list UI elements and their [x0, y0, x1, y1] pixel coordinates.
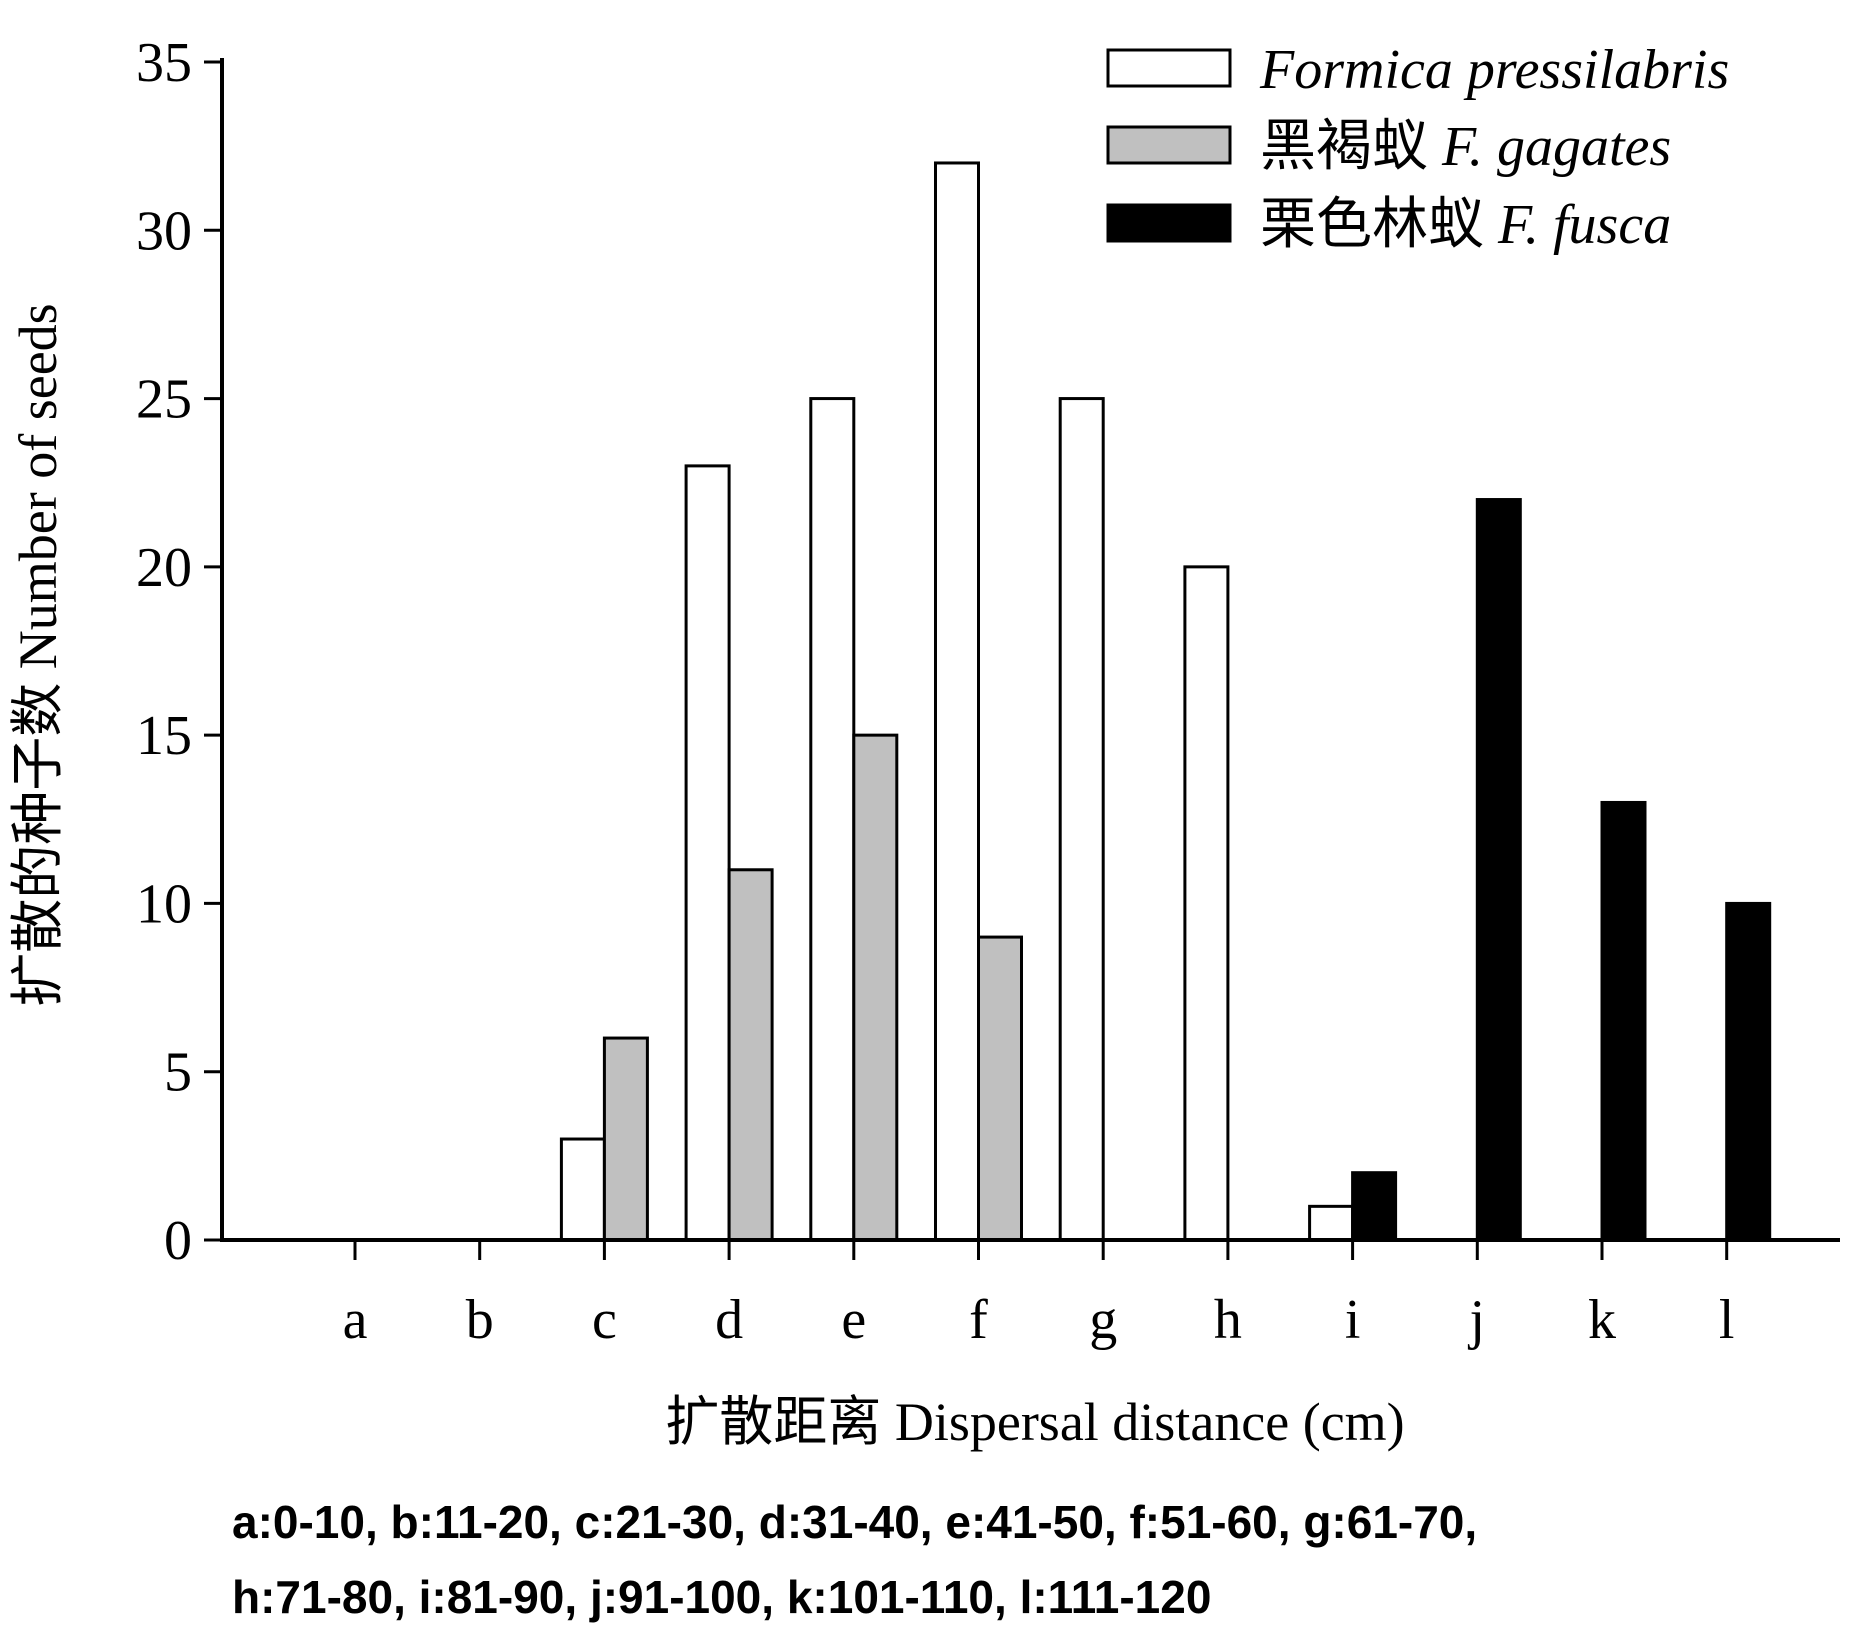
- bar-h-series-1: [1183, 565, 1230, 1242]
- x-tick-label-h: h: [1214, 1289, 1242, 1351]
- footnote-line-2: h:71-80, i:81-90, j:91-100, k:101-110, l…: [232, 1571, 1211, 1623]
- bar-f-series-1: [934, 161, 980, 1242]
- bar-d-series-1: [684, 464, 731, 1242]
- x-axis-title: 扩散距离 Dispersal distance (cm): [665, 1392, 1404, 1452]
- y-tick-label-15: 15: [136, 705, 192, 767]
- x-tick-label-g: g: [1089, 1289, 1117, 1351]
- y-tick-label-20: 20: [136, 537, 192, 599]
- bar-i-series-1: [1308, 1204, 1355, 1242]
- y-tick-label-35: 35: [136, 32, 192, 94]
- bar-c-series-1: [559, 1137, 606, 1242]
- bar-e-series-2: [852, 733, 899, 1242]
- bar-j-series-3: [1475, 498, 1522, 1242]
- x-tick-label-l: l: [1719, 1289, 1735, 1351]
- y-axis-title: 扩散的种子数 Number of seeds: [8, 303, 68, 1006]
- bar-d-series-2: [727, 868, 774, 1242]
- legend: Formica pressilabris 黑褐蚁 F. gagates 栗色林蚁 F…: [1106, 39, 1729, 256]
- x-ticks-layer: a b c d e f g h i j k l: [343, 1240, 1735, 1351]
- x-tick-label-c: c: [592, 1289, 617, 1351]
- x-tick-label-f: f: [969, 1289, 988, 1351]
- legend-label-1: Formica pressilabris: [1259, 39, 1729, 101]
- bar-c-series-2: [602, 1036, 649, 1242]
- y-ticks-layer: 0 5 10 15 20 25 30 35: [136, 32, 222, 1272]
- bar-f-series-2: [977, 935, 1023, 1242]
- bar-i-series-3: [1351, 1171, 1398, 1242]
- y-tick-label-30: 30: [136, 200, 192, 262]
- bar-k-series-3: [1600, 800, 1647, 1242]
- axes-layer: [220, 58, 1840, 1242]
- y-tick-label-5: 5: [164, 1042, 192, 1104]
- bar-l-series-3: [1725, 901, 1772, 1242]
- y-tick-label-10: 10: [136, 873, 192, 935]
- x-tick-label-b: b: [466, 1289, 494, 1351]
- x-tick-label-k: k: [1588, 1289, 1616, 1351]
- legend-swatch-1: [1106, 48, 1232, 88]
- y-tick-label-0: 0: [164, 1210, 192, 1272]
- y-tick-label-25: 25: [136, 369, 192, 431]
- legend-swatch-2: [1106, 125, 1232, 165]
- x-tick-label-a: a: [343, 1289, 368, 1351]
- bar-g-series-1: [1058, 397, 1105, 1242]
- x-tick-label-j: j: [1468, 1289, 1486, 1351]
- x-tick-label-d: d: [715, 1289, 743, 1351]
- bar-e-series-1: [809, 397, 856, 1242]
- legend-label-3: 栗色林蚁 F. fusca: [1260, 194, 1671, 256]
- x-tick-label-i: i: [1345, 1289, 1361, 1351]
- footnote-line-1: a:0-10, b:11-20, c:21-30, d:31-40, e:41-…: [232, 1496, 1477, 1548]
- x-tick-label-e: e: [841, 1289, 866, 1351]
- legend-label-2: 黑褐蚁 F. gagates: [1260, 116, 1671, 178]
- legend-swatch-3: [1106, 203, 1232, 243]
- bars-layer: [559, 161, 1772, 1242]
